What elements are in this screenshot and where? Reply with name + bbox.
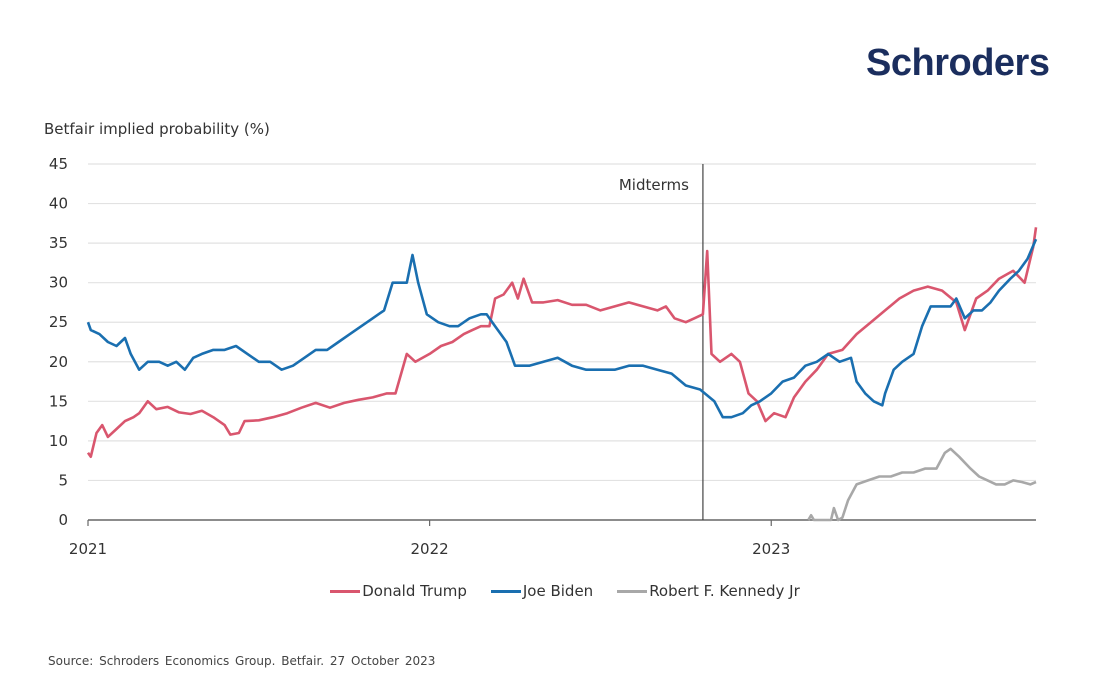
gridlines	[88, 163, 1036, 482]
y-tick-label: 5	[58, 471, 68, 489]
y-tick-label: 20	[49, 353, 68, 371]
series-line-joe-biden	[86, 238, 1038, 419]
legend-swatch-biden	[490, 589, 521, 593]
legend-item-kennedy[interactable]: Robert F. Kennedy Jr	[617, 582, 800, 600]
y-tick-label: 0	[58, 511, 68, 529]
legend-label: Donald Trump	[362, 582, 467, 600]
legend-label: Joe Biden	[522, 582, 594, 600]
series-line-donald-trump	[86, 227, 1038, 458]
y-axis-title: Betfair implied probability (%)	[44, 120, 270, 138]
schroders-logo: Schroders	[866, 42, 1050, 84]
source-note: Source: Schroders Economics Group. Betfa…	[48, 654, 436, 668]
series-line-robert-f-kennedy-jr	[807, 447, 1037, 522]
y-tick-label: 30	[49, 274, 68, 292]
legend: Donald Trump Joe Biden Robert F. Kennedy…	[0, 582, 1110, 600]
y-tick-labels: 0 5 10 15 20 25 30 35 40 45	[49, 155, 68, 529]
legend-item-trump[interactable]: Donald Trump	[330, 582, 467, 600]
y-tick-label: 15	[49, 392, 68, 410]
legend-item-biden[interactable]: Joe Biden	[490, 582, 594, 600]
x-tick-label: 2023	[752, 540, 790, 558]
y-tick-label: 35	[49, 234, 68, 252]
series-lines	[86, 227, 1038, 522]
x-tick-label: 2021	[69, 540, 107, 558]
y-tick-label: 40	[49, 195, 68, 213]
x-tick-label: 2022	[411, 540, 449, 558]
y-tick-label: 25	[49, 313, 68, 331]
legend-label: Robert F. Kennedy Jr	[649, 582, 800, 600]
y-tick-label: 10	[49, 432, 68, 450]
legend-swatch-trump	[330, 589, 361, 593]
legend-swatch-kennedy	[617, 589, 648, 593]
y-tick-label: 45	[49, 155, 68, 173]
x-axis: 2021 2022 2023	[69, 519, 1036, 558]
annotations: Midterms	[619, 164, 704, 520]
midterms-label: Midterms	[619, 176, 689, 194]
